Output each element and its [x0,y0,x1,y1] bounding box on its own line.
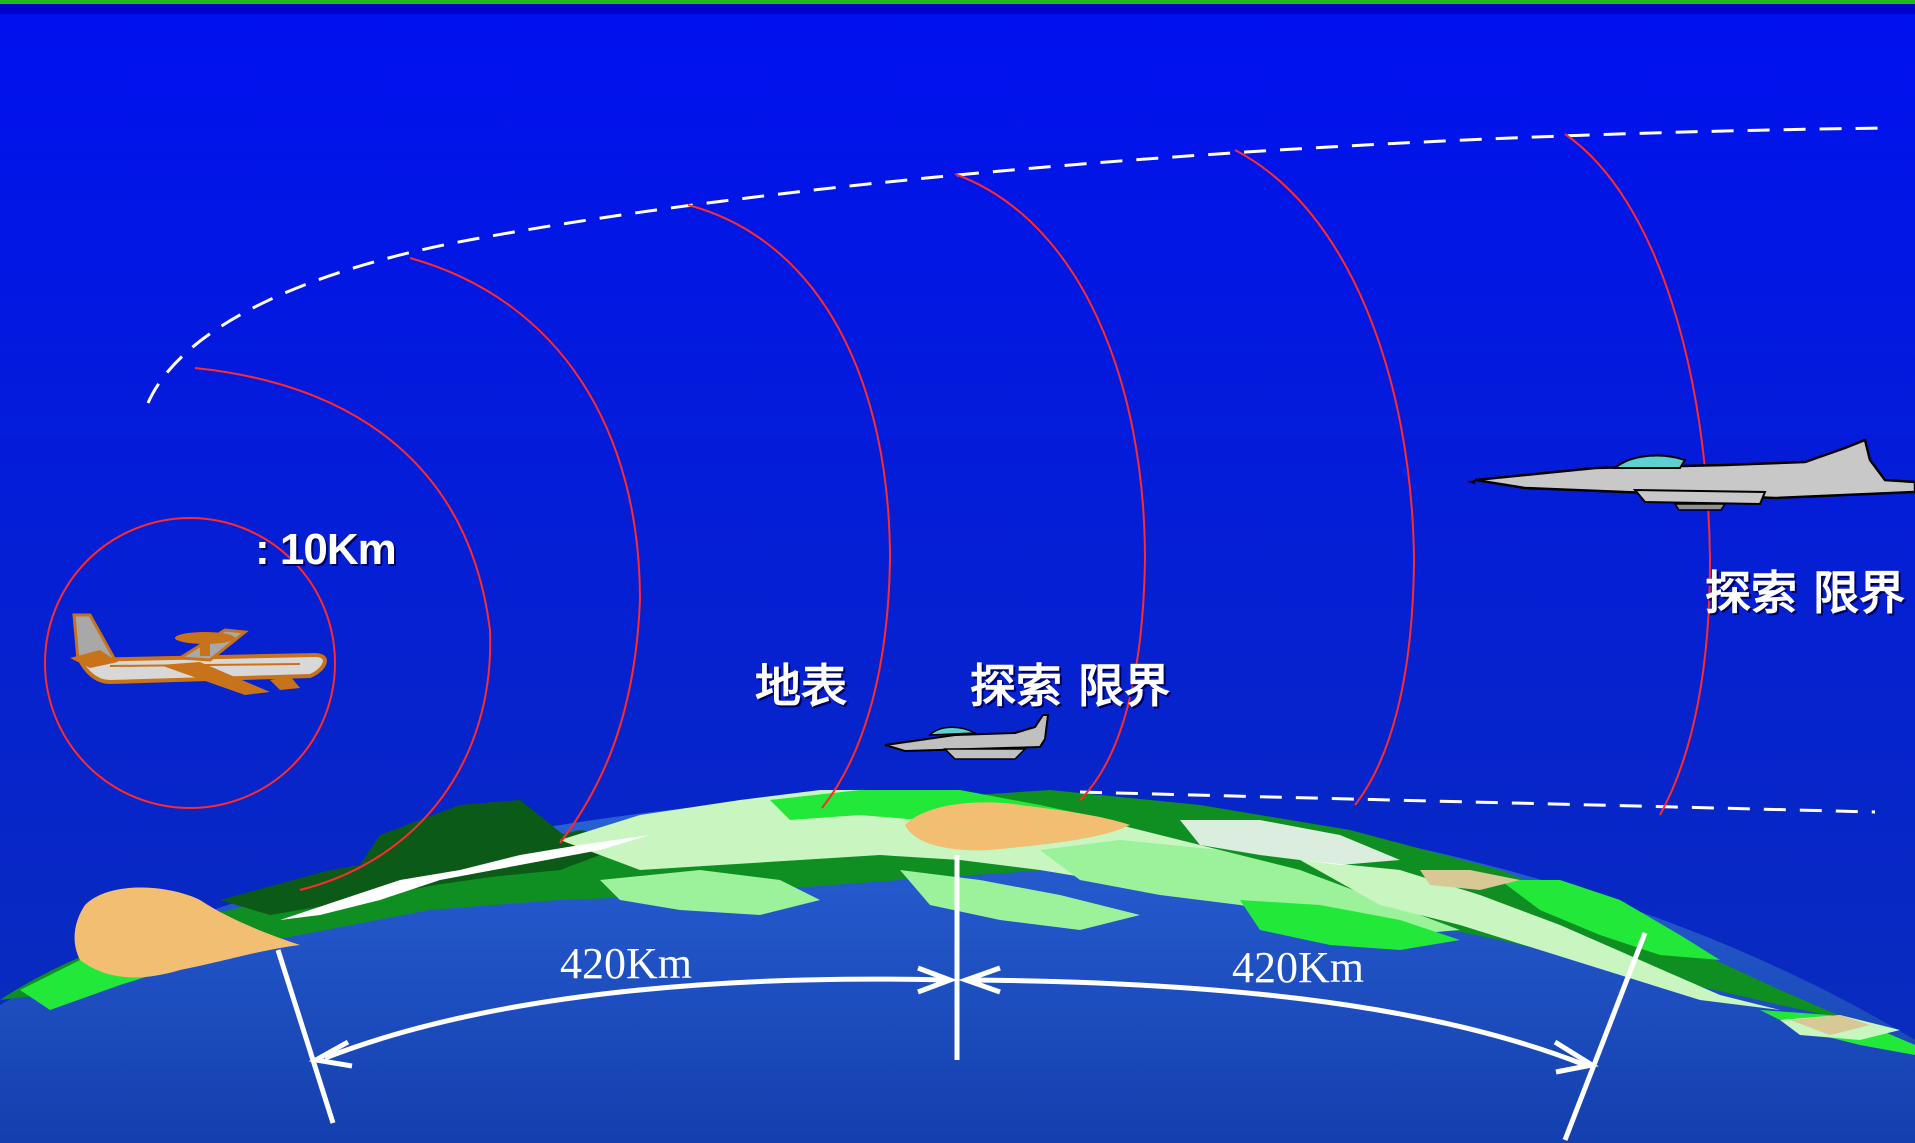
landmasses [0,790,1915,1055]
search-envelope-upper [146,126,1891,404]
tan-region-center [905,802,1130,851]
wavefront-1 [194,367,492,891]
search-limit-low-label: 探索 限界 [970,659,1171,713]
search-limit-high-label: 探索 限界 [1705,566,1906,620]
wavefront-4 [954,173,1147,801]
arrowhead-right-1 [958,965,1001,995]
distance-label-right: 420Km [1232,943,1364,992]
awacs-aircraft-icon [70,613,327,695]
arrowhead-left-2 [917,965,958,995]
wavefront-3 [687,204,892,809]
wavefront-5 [1234,149,1416,806]
radar-wavefronts [194,133,1712,891]
arrowhead-right-2 [1553,1039,1599,1075]
search-envelope-lower [1079,790,1876,814]
tan-region-left [74,887,300,978]
wavefront-2 [409,257,642,844]
arc-right [969,977,1586,1068]
low-altitude-fighter-icon [884,714,1050,760]
altitude-label: : 10Km [255,525,397,574]
marker-right [1562,932,1648,1141]
top-border-shadow [0,4,1915,14]
arc-left [324,976,946,1061]
distance-markers [275,855,1648,1141]
distance-label-left: 420Km [560,939,692,988]
marker-left [275,949,336,1124]
high-altitude-fighter-icon [1467,438,1915,511]
arrowhead-left-1 [308,1039,353,1069]
surface-label: 地表 [755,659,847,713]
awacs-detection-circle [44,517,336,809]
top-border [0,0,1915,4]
wavefront-6 [1564,133,1712,816]
